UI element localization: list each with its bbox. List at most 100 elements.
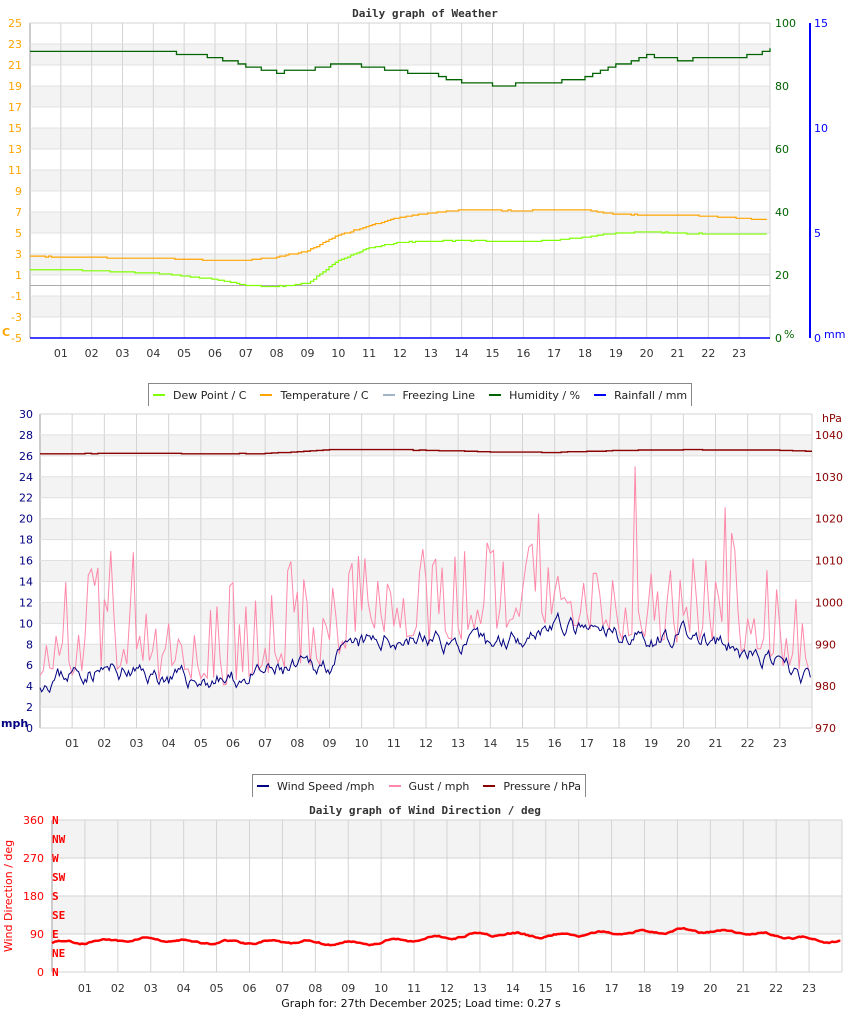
y-tick-label-mph: 12 <box>19 596 33 609</box>
y-tick-label-temp: 5 <box>15 227 22 240</box>
x-tick-label: 21 <box>736 982 750 995</box>
y-tick-label-temp: 13 <box>8 143 22 156</box>
x-tick-label: 20 <box>676 737 690 750</box>
y-tick-label-mph: 26 <box>19 450 33 463</box>
x-tick-label: 17 <box>580 737 594 750</box>
y-tick-label-humidity: 40 <box>775 206 789 219</box>
y-tick-label-pressure: 970 <box>815 722 836 735</box>
y-tick-label-temp: 19 <box>8 80 22 93</box>
y-tick-label-rain: 5 <box>814 227 821 240</box>
y-tick-label-mph: 18 <box>19 534 33 547</box>
x-tick-label: 12 <box>393 347 407 360</box>
y-tick-label-pressure: 1010 <box>815 555 843 568</box>
legend-swatch <box>388 785 401 787</box>
x-tick-label: 04 <box>146 347 160 360</box>
x-tick-label: 18 <box>612 737 626 750</box>
x-tick-label: 08 <box>290 737 304 750</box>
x-tick-label: 14 <box>506 982 520 995</box>
y-tick-label-temp: 11 <box>8 164 22 177</box>
x-tick-label: 07 <box>275 982 289 995</box>
legend-swatch <box>483 785 496 787</box>
legend-label: Temperature / C <box>280 388 369 402</box>
y-tick-label-mph: 24 <box>19 471 33 484</box>
compass-label: NE <box>52 947 65 960</box>
y-tick-label-mph: 28 <box>19 429 33 442</box>
legend-item: Pressure / hPa <box>483 780 581 793</box>
x-tick-label: 02 <box>97 737 111 750</box>
x-tick-label: 04 <box>177 982 191 995</box>
x-tick-label: 15 <box>539 982 553 995</box>
x-tick-label: 11 <box>362 347 376 360</box>
chart-title: Daily graph of Wind Direction / deg <box>309 804 541 817</box>
x-tick-label: 19 <box>609 347 623 360</box>
x-tick-label: 21 <box>709 737 723 750</box>
y-tick-label-humidity: 0 <box>775 332 782 345</box>
y-tick-label-mph: 4 <box>26 680 33 693</box>
weather-legend: Dew Point / C Temperature / C Freezing Lin… <box>148 383 693 406</box>
y-tick-label-mph: 6 <box>26 659 33 672</box>
x-tick-label: 21 <box>671 347 685 360</box>
x-tick-label: 17 <box>547 347 561 360</box>
legend-item: Wind Speed /mph <box>257 780 375 793</box>
y-tick-label-rain: 10 <box>814 122 828 135</box>
y-tick-label-temp: -3 <box>11 311 22 324</box>
x-tick-label: 01 <box>54 347 68 360</box>
x-tick-label: 09 <box>323 737 337 750</box>
y-tick-label-temp: 23 <box>8 38 22 51</box>
y-tick-label-deg: 180 <box>23 890 44 903</box>
y-tick-label-humidity: 100 <box>775 17 796 30</box>
x-tick-label: 09 <box>341 982 355 995</box>
wind-legend: Wind Speed /mph Gust / mph Pressure / hPa <box>252 774 586 797</box>
y-tick-label-mph: 8 <box>26 638 33 651</box>
x-tick-label: 03 <box>116 347 130 360</box>
legend-item: Dew Point / C <box>153 389 246 402</box>
x-tick-label: 08 <box>308 982 322 995</box>
y-tick-label-mph: 10 <box>19 617 33 630</box>
x-tick-label: 06 <box>226 737 240 750</box>
y-tick-label-mph: 2 <box>26 701 33 714</box>
legend-label: Dew Point / C <box>173 388 247 402</box>
x-tick-label: 10 <box>355 737 369 750</box>
legend-swatch <box>382 394 395 396</box>
y-tick-label-humidity: 20 <box>775 269 789 282</box>
y-tick-label-mph: 16 <box>19 555 33 568</box>
y-tick-label-rain: 15 <box>814 17 828 30</box>
y-tick-label-mph: 22 <box>19 492 33 505</box>
series-dew-point <box>30 231 767 288</box>
x-tick-label: 07 <box>239 347 253 360</box>
legend-item: Gust / mph <box>388 780 469 793</box>
y-tick-label-humidity: 60 <box>775 143 789 156</box>
y-tick-label-pressure: 1000 <box>815 596 843 609</box>
compass-label: N <box>52 814 59 827</box>
x-tick-label: 22 <box>769 982 783 995</box>
series-humidity <box>30 48 771 87</box>
compass-label: S <box>52 890 59 903</box>
x-tick-label: 05 <box>194 737 208 750</box>
footer-status: Graph for: 27th December 2025; Load time… <box>281 997 561 1010</box>
y-unit-rain: mm <box>824 328 845 341</box>
legend-label: Rainfall / mm <box>614 388 688 402</box>
x-tick-label: 07 <box>258 737 272 750</box>
y-tick-label-pressure: 980 <box>815 680 836 693</box>
legend-label: Freezing Line <box>402 388 476 402</box>
y-tick-label-pressure: 1020 <box>815 513 843 526</box>
x-tick-label: 13 <box>473 982 487 995</box>
x-tick-label: 04 <box>162 737 176 750</box>
y-tick-label-temp: 25 <box>8 17 22 30</box>
legend-swatch <box>257 785 269 787</box>
y-tick-label-temp: 21 <box>8 59 22 72</box>
x-tick-label: 19 <box>644 737 658 750</box>
x-tick-label: 06 <box>208 347 222 360</box>
y-tick-label-mph: 0 <box>26 722 33 735</box>
y-tick-label-temp: 1 <box>15 269 22 282</box>
compass-label: SE <box>52 909 65 922</box>
x-tick-label: 12 <box>419 737 433 750</box>
y-unit-temp: C <box>2 326 10 339</box>
x-tick-label: 22 <box>741 737 755 750</box>
x-tick-label: 19 <box>670 982 684 995</box>
x-tick-label: 14 <box>483 737 497 750</box>
x-tick-label: 06 <box>243 982 257 995</box>
y-tick-label-deg: 0 <box>37 966 44 979</box>
x-tick-label: 12 <box>440 982 454 995</box>
